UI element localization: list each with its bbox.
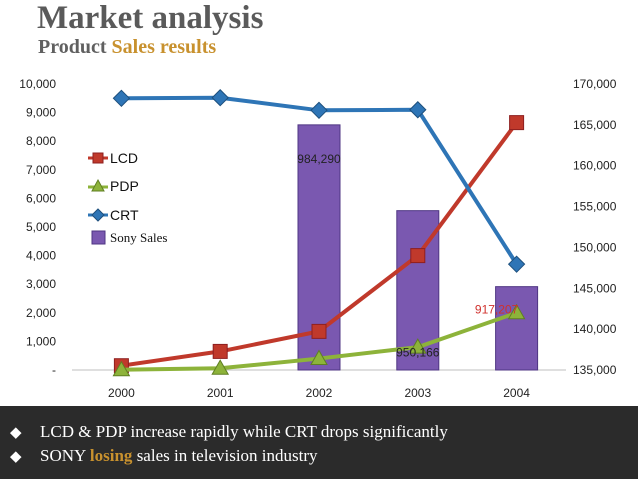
- footer-bullet-2-pre: SONY: [40, 446, 90, 465]
- x-axis-tick-label: 2000: [108, 386, 135, 400]
- left-axis-tick-label: 8,000: [26, 134, 56, 148]
- x-axis-tick-label: 2003: [404, 386, 431, 400]
- combo-chart: - 1,000 2,000 3,000 4,000 5,000 6,000 7,000 8,00…: [19, 77, 617, 400]
- point-pdp: [408, 338, 427, 354]
- right-axis-tick-label: 160,000: [573, 159, 617, 173]
- footer-bullet-2: ◆ SONY losing sales in television industr…: [10, 446, 318, 467]
- footer-panel: ◆ LCD & PDP increase rapidly while CRT dr…: [0, 406, 638, 479]
- point-crt: [112, 89, 131, 108]
- x-axis-tick-label: 2004: [503, 386, 530, 400]
- subtitle-highlight: Sales results: [111, 36, 217, 58]
- point-crt: [507, 255, 526, 273]
- bar-data-label: 950,166: [396, 346, 440, 360]
- point-crt: [409, 101, 427, 119]
- diamond-bullet-icon: ◆: [10, 449, 22, 465]
- point-lcd: [311, 323, 327, 339]
- bar-sony-sales: [495, 286, 539, 371]
- bar-data-label: 984,290: [297, 152, 341, 166]
- left-axis-tick-label: 4,000: [26, 249, 56, 263]
- left-axis-tick-label: 2,000: [26, 306, 56, 320]
- left-axis-tick-label: -: [52, 363, 56, 377]
- point-pdp: [507, 303, 526, 320]
- footer-bullet-1-text: LCD & PDP increase rapidly while CRT dro…: [40, 422, 448, 441]
- x-axis-tick-label: 2002: [306, 386, 333, 400]
- left-axis-tick-label: 3,000: [26, 277, 56, 291]
- legend-lcd-marker: [88, 152, 108, 164]
- page-title: Market analysis: [37, 0, 264, 36]
- right-axis-tick-label: 170,000: [573, 77, 617, 91]
- diamond-bullet-icon: ◆: [10, 425, 22, 441]
- point-lcd: [509, 115, 525, 131]
- right-axis-tick-label: 150,000: [573, 240, 617, 254]
- bar-data-label: 917,207: [475, 303, 519, 317]
- point-lcd: [410, 248, 426, 264]
- legend-label-sony-sales: Sony Sales: [110, 230, 168, 245]
- left-axis-tick-label: 7,000: [26, 163, 56, 177]
- left-axis-tick-label: 5,000: [26, 220, 56, 234]
- footer-bullet-2-highlight: losing: [89, 446, 133, 465]
- left-axis-tick-label: 1,000: [26, 334, 56, 348]
- right-axis-tick-label: 135,000: [573, 363, 617, 377]
- left-axis-tick-label: 6,000: [26, 191, 56, 205]
- legend-label-lcd: LCD: [110, 150, 139, 166]
- point-crt: [211, 89, 229, 107]
- point-pdp: [112, 360, 131, 377]
- subtitle-lead: Product: [38, 36, 112, 58]
- page-subtitle: Product Sales results: [38, 36, 216, 58]
- legend-crt-marker: [88, 208, 108, 222]
- legend-label-pdp: PDP: [110, 178, 139, 194]
- right-axis-tick-label: 165,000: [573, 118, 617, 132]
- left-axis-tick-label: 9,000: [26, 106, 56, 120]
- legend-sony-sales-marker: [91, 230, 106, 245]
- footer-bullet-2-post: sales in television industry: [132, 446, 318, 465]
- point-lcd: [212, 343, 228, 359]
- left-axis-tick-label: 10,000: [19, 77, 56, 91]
- x-axis-tick-label: 2001: [207, 386, 234, 400]
- legend-pdp-marker: [88, 178, 108, 192]
- point-pdp: [310, 349, 328, 366]
- point-crt: [310, 101, 328, 120]
- legend-label-crt: CRT: [110, 207, 139, 223]
- right-axis-tick-label: 140,000: [573, 322, 617, 336]
- footer-bullet-1: ◆ LCD & PDP increase rapidly while CRT dr…: [10, 422, 448, 443]
- point-pdp: [211, 359, 230, 375]
- right-axis-tick-label: 155,000: [573, 200, 617, 214]
- right-axis-tick-label: 145,000: [573, 281, 617, 295]
